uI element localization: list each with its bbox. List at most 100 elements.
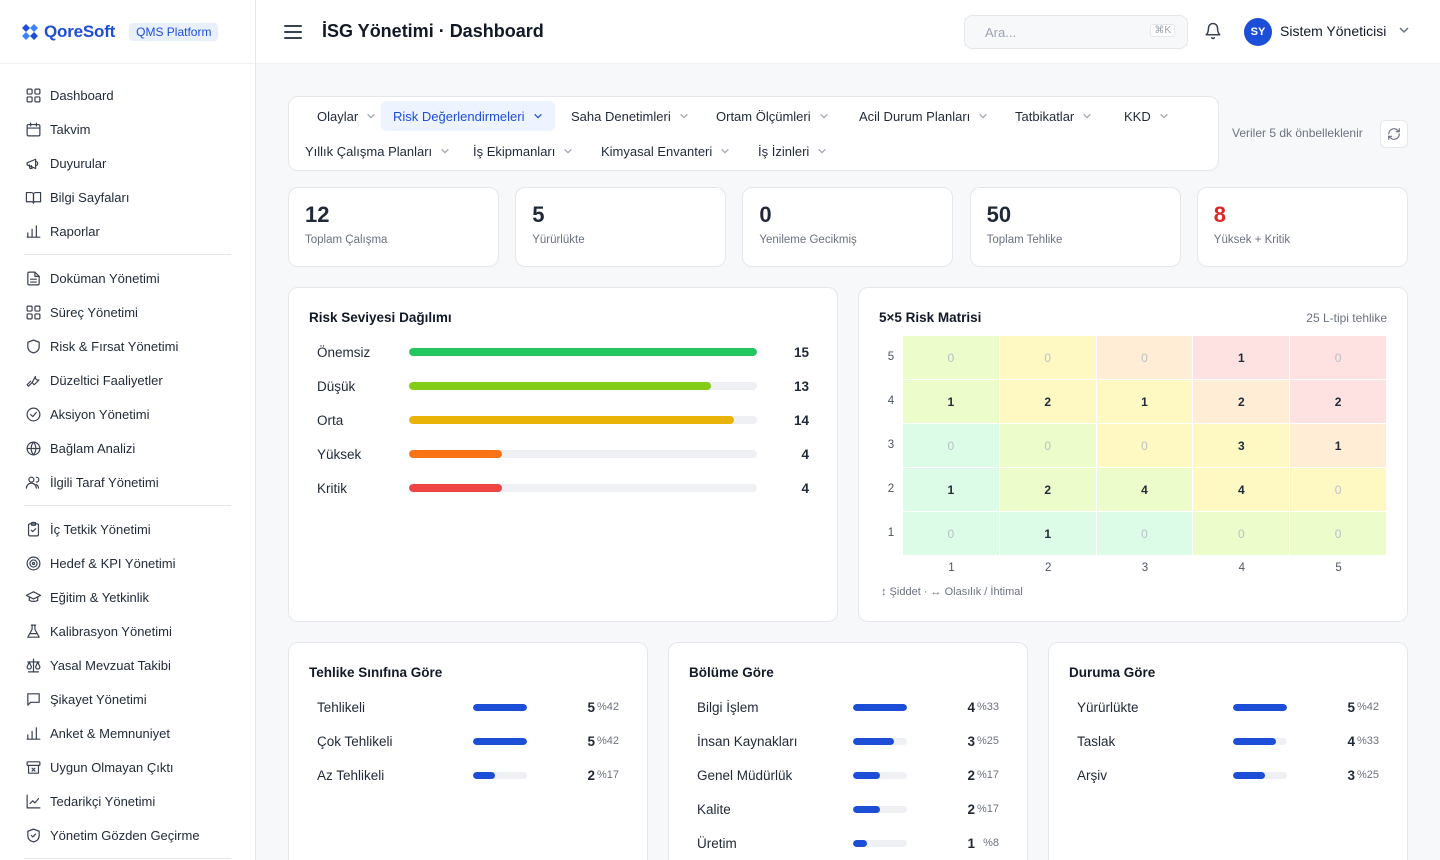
matrix-cell[interactable]: 0	[1096, 424, 1194, 468]
breakdown-bar	[1233, 737, 1277, 745]
sidebar-item-raporlar[interactable]: Raporlar	[0, 214, 255, 248]
matrix-cell[interactable]: 0	[903, 336, 1000, 380]
matrix-cell[interactable]: 0	[1290, 512, 1387, 556]
tab-3[interactable]: Ortam Ölçümleri	[704, 101, 841, 131]
sidebar-item-label: Bilgi Sayfaları	[50, 189, 130, 205]
stat-card: 0 Yenileme Gecikmiş	[742, 187, 954, 267]
tab-4[interactable]: Acil Durum Planları	[847, 101, 1000, 131]
sidebar-item-takvim[interactable]: Takvim	[0, 112, 255, 146]
breakdown-track	[853, 839, 907, 847]
brand-logo[interactable]: QoreSoft	[20, 22, 115, 42]
breakdown-bar	[1233, 703, 1287, 711]
stat-card: 50 Toplam Tehlike	[969, 187, 1181, 267]
matrix-cell[interactable]: 0	[1096, 512, 1194, 556]
sidebar-item-bilgi-sayfaları[interactable]: Bilgi Sayfaları	[0, 180, 255, 214]
sidebar-item-bağlam-analizi[interactable]: Bağlam Analizi	[0, 431, 255, 465]
matrix-y-label: 4	[887, 395, 895, 407]
tab-8[interactable]: İş Ekipmanları	[461, 136, 585, 166]
stat-value: 12	[305, 202, 330, 227]
matrix-cell[interactable]: 0	[999, 336, 1097, 380]
user-name[interactable]: Sistem Yöneticisi	[1280, 23, 1387, 39]
matrix-cell[interactable]: 1	[903, 380, 1000, 424]
breakdown-percent: %8	[983, 837, 999, 849]
risk-level-row: Kritik 4	[317, 478, 809, 498]
sidebar-item-şikayet-yönetimi[interactable]: Şikayet Yönetimi	[0, 682, 255, 716]
breakdown-label: Kalite	[697, 801, 731, 817]
chevron-down-icon[interactable]	[1398, 24, 1410, 36]
sidebar-item-kalibrasyon-yönetimi[interactable]: Kalibrasyon Yönetimi	[0, 614, 255, 648]
matrix-y-label: 1	[887, 527, 895, 539]
stat-value: 50	[986, 202, 1012, 227]
tab-5[interactable]: Tatbikatlar	[1003, 101, 1104, 131]
refresh-icon	[1388, 128, 1400, 140]
sidebar-item-duyurular[interactable]: Duyurular	[0, 146, 255, 180]
risk-level-track	[409, 450, 757, 458]
matrix-cell[interactable]: 3	[1193, 424, 1291, 468]
matrix-cell[interactable]: 0	[1096, 336, 1194, 380]
breakdown-track	[1233, 737, 1287, 745]
sidebar-item-yasal-mevzuat-takibi[interactable]: Yasal Mevzuat Takibi	[0, 648, 255, 682]
qoresoft-logo-icon	[22, 23, 38, 40]
sidebar-item-label: Hedef & KPI Yönetimi	[50, 555, 176, 571]
avatar[interactable]: SY	[1244, 18, 1272, 46]
matrix-cell[interactable]: 4	[1096, 468, 1194, 512]
tab-6[interactable]: KKD	[1112, 101, 1181, 131]
sidebar-item-aksiyon-yönetimi[interactable]: Aksiyon Yönetimi	[0, 397, 255, 431]
stat-label: Yüksek + Kritik	[1213, 234, 1291, 246]
tab-2[interactable]: Saha Denetimleri	[559, 101, 701, 131]
sidebar-item-uygun-olmayan-çıktı[interactable]: Uygun Olmayan Çıktı	[0, 750, 255, 784]
matrix-cell[interactable]: 0	[903, 512, 1000, 556]
module-tabs: Olaylar Risk Değerlendirmeleri Saha Deneti…	[288, 96, 1219, 171]
matrix-cell[interactable]: 1	[1290, 424, 1387, 468]
sidebar-item-risk-fırsat-yönetimi[interactable]: Risk & Fırsat Yönetimi	[0, 329, 255, 363]
sidebar-item-yönetim-gözden-geçirme[interactable]: Yönetim Gözden Geçirme	[0, 818, 255, 852]
matrix-cell[interactable]: 0	[999, 424, 1097, 468]
refresh-button[interactable]	[1380, 120, 1408, 148]
matrix-cell[interactable]: 2	[1290, 380, 1387, 424]
risk-level-label: Orta	[317, 412, 344, 428]
matrix-cell[interactable]: 1	[999, 512, 1097, 556]
breakdown-count: 2	[587, 767, 595, 783]
matrix-cell[interactable]: 0	[903, 424, 1000, 468]
matrix-cell[interactable]: 1	[1096, 380, 1194, 424]
matrix-cell[interactable]: 0	[1193, 512, 1291, 556]
tab-9[interactable]: Kimyasal Envanteri	[589, 136, 742, 166]
sidebar-item-label: Risk & Fırsat Yönetimi	[50, 338, 179, 354]
sidebar-item-dashboard[interactable]: Dashboard	[0, 78, 255, 112]
target-icon	[24, 554, 42, 572]
sidebar-item-i-ç-tetkik-yönetimi[interactable]: İç Tetkik Yönetimi	[0, 512, 255, 546]
tab-7[interactable]: Yıllık Çalışma Planları	[293, 136, 462, 166]
tab-0[interactable]: Olaylar	[305, 101, 388, 131]
tab-1[interactable]: Risk Değerlendirmeleri	[381, 101, 555, 131]
stat-label: Toplam Çalışma	[305, 234, 388, 246]
sidebar-item-eğitim-yetkinlik[interactable]: Eğitim & Yetkinlik	[0, 580, 255, 614]
risk-distribution-card: Risk Seviyesi Dağılımı Önemsiz 15 Düşük 13 O…	[288, 287, 838, 622]
risk-level-row: Düşük 13	[317, 376, 809, 396]
risk-level-row: Önemsiz 15	[317, 342, 809, 362]
matrix-cell[interactable]: 0	[1290, 336, 1387, 380]
matrix-cell[interactable]: 4	[1193, 468, 1291, 512]
matrix-cell[interactable]: 1	[903, 468, 1000, 512]
sidebar-item-tedarikçi-yönetimi[interactable]: Tedarikçi Yönetimi	[0, 784, 255, 818]
sidebar-item-süreç-yönetimi[interactable]: Süreç Yönetimi	[0, 295, 255, 329]
risk-level-bar	[409, 416, 734, 424]
breakdown-track	[473, 737, 527, 745]
matrix-cell[interactable]: 0	[1290, 468, 1387, 512]
sidebar-item-doküman-yönetimi[interactable]: Doküman Yönetimi	[0, 261, 255, 295]
sidebar-item-label: Takvim	[50, 121, 91, 137]
sidebar-item-düzeltici-faaliyetler[interactable]: Düzeltici Faaliyetler	[0, 363, 255, 397]
sidebar-item-anket-memnuniyet[interactable]: Anket & Memnuniyet	[0, 716, 255, 750]
breakdown-row: Yürürlükte 5 %42	[1077, 697, 1379, 717]
menu-toggle-button[interactable]	[283, 22, 303, 42]
sidebar-item-hedef-kpi-yönetimi[interactable]: Hedef & KPI Yönetimi	[0, 546, 255, 580]
sidebar-item-i-lgili-taraf-yönetimi[interactable]: İlgili Taraf Yönetimi	[0, 465, 255, 499]
search-input[interactable]: Ara... ⌘K	[964, 15, 1188, 49]
matrix-cell[interactable]: 2	[1193, 380, 1291, 424]
matrix-cell[interactable]: 2	[999, 380, 1097, 424]
stat-value: 5	[532, 202, 545, 227]
matrix-cell[interactable]: 2	[999, 468, 1097, 512]
matrix-cell[interactable]: 1	[1193, 336, 1291, 380]
tab-10[interactable]: İş İzinleri	[746, 136, 839, 166]
chevron-down-icon	[679, 109, 689, 124]
notifications-button[interactable]	[1204, 22, 1224, 42]
